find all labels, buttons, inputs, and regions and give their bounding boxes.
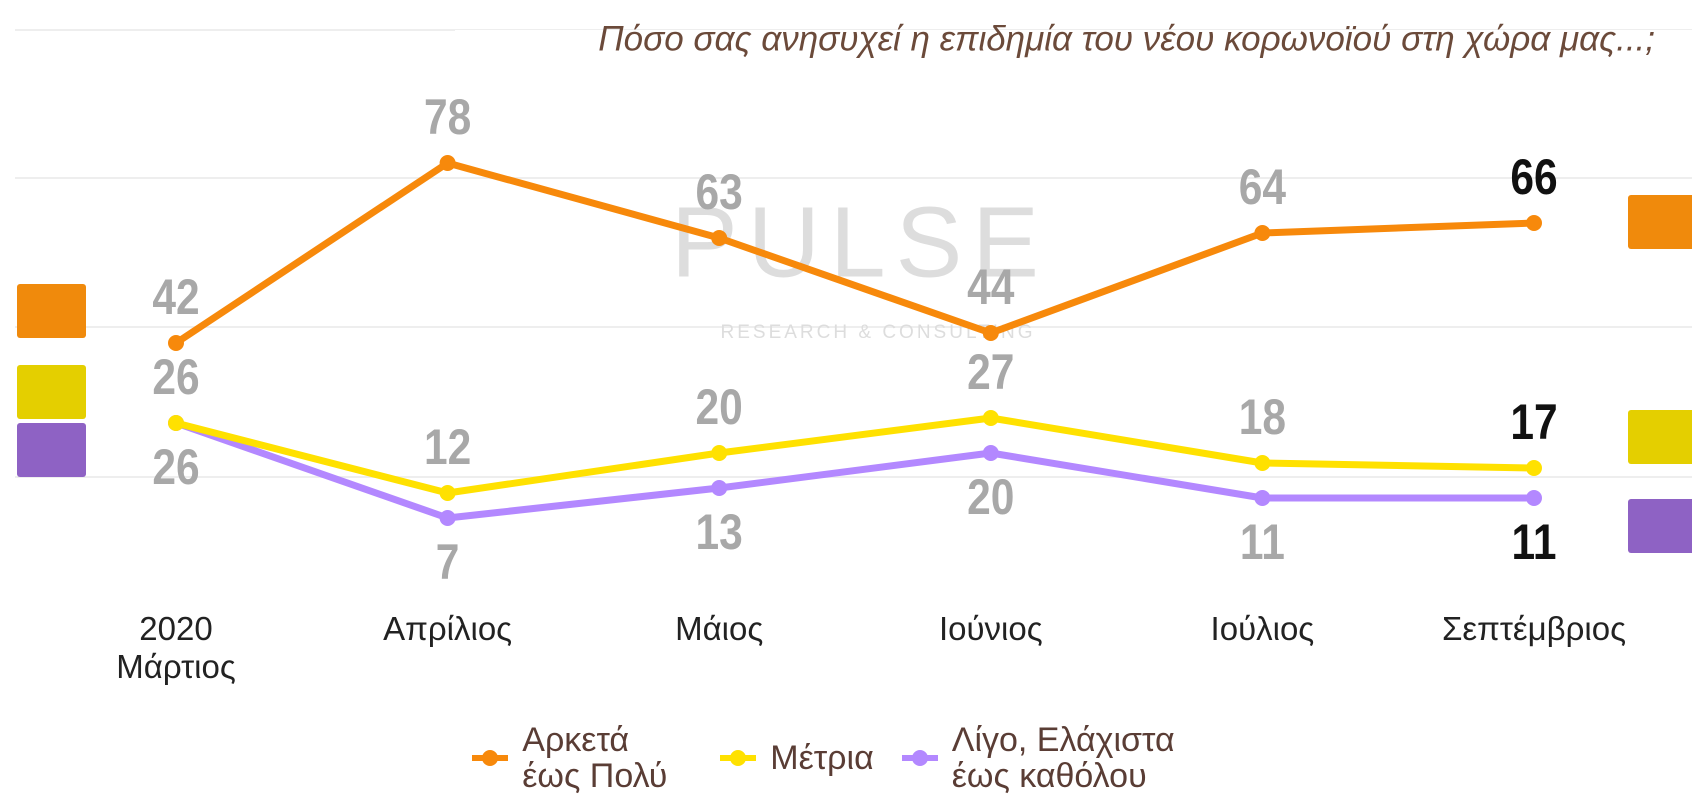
legend-item: Λίγο, Ελάχιστα έως καθόλου (900, 722, 1222, 794)
legend-item: Μέτρια (718, 722, 874, 794)
data-label: 66 (1510, 149, 1557, 205)
icon (17, 365, 86, 419)
title-bg (455, 30, 1692, 54)
point (711, 445, 728, 461)
legend-swatch (472, 750, 509, 766)
data-label: 17 (1510, 394, 1557, 450)
legend-dot (730, 750, 747, 766)
point (168, 415, 184, 431)
icon (17, 284, 86, 338)
data-label: 42 (152, 269, 199, 325)
series-line (174, 419, 1534, 522)
point (1254, 490, 1271, 506)
data-label: 18 (1239, 389, 1286, 445)
data-label: 27 (967, 344, 1014, 400)
series-line (175, 414, 1535, 497)
data-label: 26 (152, 349, 199, 405)
x-tick-label: Σεπτέμβριος (1442, 610, 1626, 647)
data-label: 78 (424, 89, 471, 145)
x-tick-label: Ιούλιος (1210, 610, 1315, 647)
icon (1628, 195, 1692, 249)
legend: Αρκετά έως Πολύ Μέτρια Λίγο, Ελάχιστα έως … (0, 722, 1692, 794)
legend-dot (482, 750, 499, 766)
legend-label: Λίγο, Ελάχιστα έως καθόλου (951, 721, 1175, 795)
x-tick-label: Ιούνιος (938, 610, 1043, 647)
icon (17, 423, 86, 477)
data-label: 20 (967, 469, 1014, 525)
data-label: 44 (967, 259, 1014, 315)
legend-label: Αρκετά έως Πολύ (522, 721, 668, 795)
data-label: 11 (1512, 514, 1557, 570)
series-line (174, 159, 1535, 346)
chart-title: Πόσο σας ανησυχεί η επιδημία του νέου κο… (598, 19, 1655, 58)
point (439, 485, 456, 501)
data-label: 63 (696, 164, 743, 220)
data-label: 7 (436, 534, 460, 590)
x-tick-label: Μάιος (675, 610, 764, 647)
point (982, 410, 999, 426)
data-label: 12 (424, 419, 471, 475)
data-label: 26 (152, 439, 199, 495)
legend-label: Μέτρια (770, 739, 874, 777)
point (1526, 460, 1542, 476)
point (982, 445, 999, 461)
data-label: 20 (696, 379, 743, 435)
icon (1628, 410, 1692, 464)
point (439, 155, 456, 171)
point (711, 480, 728, 496)
legend-swatch (720, 750, 757, 766)
x-tick-label: Απρίλιος (383, 610, 513, 647)
point (168, 335, 184, 351)
legend-dot (911, 750, 928, 766)
x-tick-label: 2020 Μάρτιος (116, 610, 236, 685)
data-label: 13 (696, 504, 743, 560)
legend-swatch (901, 750, 938, 766)
legend-item: Αρκετά έως Πολύ (470, 722, 692, 794)
watermark-sub: RESEARCH & CONSULTING (721, 322, 1036, 343)
point (1254, 225, 1271, 241)
icon (1628, 499, 1692, 553)
icons (17, 195, 1692, 553)
data-label: 11 (1240, 514, 1285, 570)
data-label: 64 (1239, 159, 1286, 215)
point (1254, 455, 1271, 471)
point (439, 510, 456, 526)
point (711, 230, 728, 246)
point (1526, 215, 1542, 231)
point (1526, 490, 1542, 506)
point (982, 325, 999, 341)
